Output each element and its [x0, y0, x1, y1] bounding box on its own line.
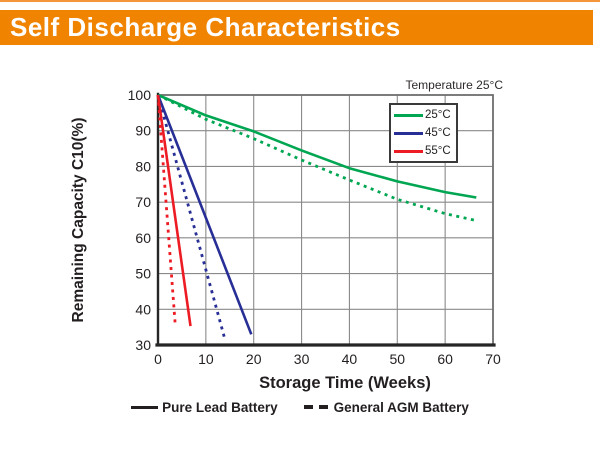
legend-label-25c: 25°C [425, 109, 451, 121]
series-45-c-general-agm-battery [156, 94, 227, 340]
x-tick-label: 30 [294, 351, 310, 367]
axes [155, 92, 496, 347]
y-tick-label: 80 [135, 158, 151, 174]
y-axis-title: Remaining Capacity C10(%) [70, 117, 87, 323]
series-55-c-pure-lead-battery [156, 94, 192, 327]
x-tick-label: 70 [485, 351, 501, 367]
series-25-c-pure-lead-battery [157, 93, 477, 199]
y-tick-label: 50 [135, 266, 151, 282]
legend-label-pure-lead: Pure Lead Battery [162, 399, 278, 415]
temperature-annotation: Temperature 25°C [405, 78, 503, 92]
legend-line-green [394, 113, 423, 117]
x-tick-label: 50 [389, 351, 405, 367]
legend-item-pure-lead: Pure Lead Battery [131, 400, 278, 415]
top-accent-strip [0, 0, 600, 2]
y-tick-label: 60 [135, 230, 151, 246]
legend-item-25c: 25°C [394, 107, 456, 124]
legend-line-blue [394, 131, 423, 135]
legend-item-agm: General AGM Battery [303, 399, 469, 415]
dashed-line-swatch [303, 405, 328, 409]
legend-label-55c: 55°C [425, 145, 451, 157]
x-tick-label: 0 [154, 351, 162, 367]
legend-item-45c: 45°C [394, 125, 456, 142]
series-25-c-general-agm-battery [157, 93, 475, 222]
x-tick-label: 40 [342, 351, 358, 367]
x-axis-title: Storage Time (Weeks) [259, 374, 431, 392]
series-55-c-general-agm-battery [156, 94, 177, 325]
header-bar: Self Discharge Characteristics [0, 10, 593, 45]
legend-item-55c: 55°C [394, 143, 456, 160]
legend-label-45c: 45°C [425, 127, 451, 139]
y-tick-label: 90 [135, 123, 151, 139]
line-style-legend: Pure Lead Battery General AGM Battery [0, 399, 600, 415]
x-tick-label: 60 [437, 351, 453, 367]
series-45-c-pure-lead-battery [156, 94, 253, 335]
solid-line-swatch [131, 405, 159, 409]
y-tick-label: 30 [135, 337, 151, 353]
x-tick-label: 20 [246, 351, 262, 367]
legend-line-red [394, 149, 423, 153]
y-tick-label: 70 [135, 194, 151, 210]
page-title: Self Discharge Characteristics [10, 12, 401, 42]
y-tick-label: 100 [128, 87, 152, 103]
legend-label-agm: General AGM Battery [333, 399, 469, 415]
tick-labels: 0 10 20 30 40 50 60 70 100 90 80 70 60 50 40 30 [128, 87, 501, 367]
x-tick-label: 10 [198, 351, 214, 367]
temperature-legend: 25°C 45°C 55°C [389, 103, 458, 163]
y-tick-label: 40 [135, 301, 151, 317]
